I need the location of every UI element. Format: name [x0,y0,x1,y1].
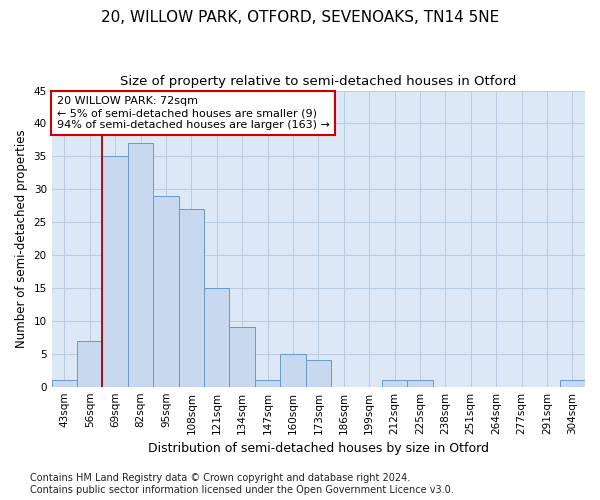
Bar [52,380,77,386]
Bar [77,340,103,386]
Text: Contains HM Land Registry data © Crown copyright and database right 2024.
Contai: Contains HM Land Registry data © Crown c… [30,474,454,495]
Bar [382,380,407,386]
Bar [153,196,179,386]
Text: 20, WILLOW PARK, OTFORD, SEVENOAKS, TN14 5NE: 20, WILLOW PARK, OTFORD, SEVENOAKS, TN14… [101,10,499,25]
X-axis label: Distribution of semi-detached houses by size in Otford: Distribution of semi-detached houses by … [148,442,489,455]
Bar [560,380,585,386]
Bar [255,380,280,386]
Y-axis label: Number of semi-detached properties: Number of semi-detached properties [15,130,28,348]
Bar [407,380,433,386]
Bar [128,143,153,386]
Bar [103,156,128,386]
Bar [305,360,331,386]
Text: 20 WILLOW PARK: 72sqm
← 5% of semi-detached houses are smaller (9)
94% of semi-d: 20 WILLOW PARK: 72sqm ← 5% of semi-detac… [57,96,330,130]
Bar [229,328,255,386]
Bar [179,209,204,386]
Bar [204,288,229,386]
Title: Size of property relative to semi-detached houses in Otford: Size of property relative to semi-detach… [120,75,517,88]
Bar [280,354,305,386]
